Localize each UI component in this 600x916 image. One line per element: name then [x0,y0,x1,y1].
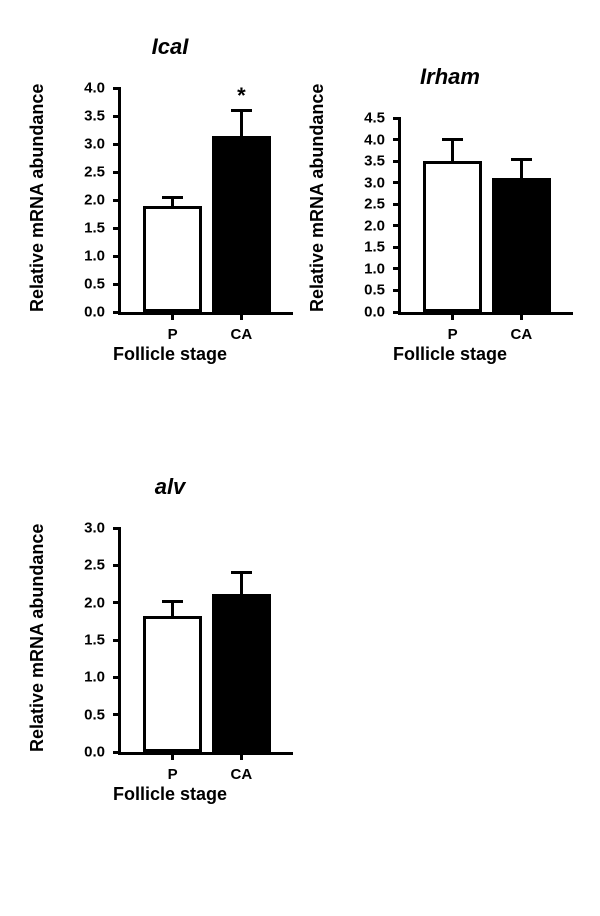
y-tick [113,87,121,90]
bar-CA [212,594,270,752]
y-tick-label: 3.5 [84,108,111,125]
y-tick-label: 2.0 [364,217,391,234]
x-axis-label: Follicle stage [320,344,580,365]
y-tick [393,181,401,184]
plot-area: 0.00.51.01.52.02.53.03.54.04.5PCA [398,118,573,315]
y-tick-label: 1.0 [364,260,391,277]
y-tick-label: 2.0 [84,192,111,209]
y-tick [113,255,121,258]
x-tick-label: CA [231,326,253,343]
errorbar-stem [451,140,454,162]
bar-CA [492,178,550,312]
x-tick [520,312,523,320]
y-tick-label: 0.0 [364,304,391,321]
x-tick [240,312,243,320]
plot-area: 0.00.51.01.52.02.53.0PCA [118,528,293,755]
x-tick-label: P [168,326,178,343]
y-tick [393,203,401,206]
y-tick [393,138,401,141]
x-tick-label: P [168,766,178,783]
y-tick-label: 2.5 [84,557,111,574]
y-tick-label: 4.5 [364,110,391,127]
x-tick [171,752,174,760]
y-tick [113,311,121,314]
y-tick-label: 1.0 [84,669,111,686]
y-tick-label: 1.5 [84,632,111,649]
y-axis-label: Relative mRNA abundance [27,528,48,752]
page-root: IcaI0.00.51.01.52.02.53.03.54.0P*CAFolli… [0,0,600,916]
y-tick-label: 2.5 [364,196,391,213]
errorbar-cap [231,109,251,112]
y-tick-label: 1.0 [84,248,111,265]
bar-P [143,616,201,752]
chart-panel-icaI: IcaI0.00.51.01.52.02.53.03.54.0P*CAFolli… [40,30,300,390]
y-tick [393,289,401,292]
errorbar-cap [162,196,182,199]
errorbar-cap [442,138,462,141]
y-tick [113,283,121,286]
bar-P [143,206,201,312]
chart-title: IcaI [40,34,300,60]
y-tick-label: 0.5 [84,706,111,723]
y-tick-label: 1.5 [84,220,111,237]
y-tick [113,199,121,202]
y-tick [113,601,121,604]
chart-title: Irham [320,64,580,90]
y-tick [393,246,401,249]
x-tick-label: P [448,326,458,343]
x-axis-label: Follicle stage [40,784,300,805]
y-tick [393,224,401,227]
y-tick [393,311,401,314]
bar-CA [212,136,270,312]
plot-area: 0.00.51.01.52.02.53.03.54.0P*CA [118,88,293,315]
y-tick-label: 3.0 [364,174,391,191]
x-tick-label: CA [511,326,533,343]
errorbar-cap [162,600,182,603]
y-tick-label: 0.0 [84,304,111,321]
bar-P [423,161,481,312]
chart-title: alv [40,474,300,500]
y-tick [113,751,121,754]
x-axis-label: Follicle stage [40,344,300,365]
y-tick [113,639,121,642]
y-tick-label: 4.0 [84,80,111,97]
y-tick-label: 2.0 [84,594,111,611]
y-tick-label: 3.0 [84,136,111,153]
y-tick-label: 0.5 [84,276,111,293]
y-tick [393,117,401,120]
y-tick [393,267,401,270]
x-tick [171,312,174,320]
errorbar-stem [171,601,174,616]
y-tick [113,564,121,567]
y-tick [113,143,121,146]
errorbar-cap [231,571,251,574]
y-axis-label: Relative mRNA abundance [307,118,328,312]
y-tick [393,160,401,163]
y-tick [113,171,121,174]
y-tick-label: 3.0 [84,520,111,537]
y-tick [113,227,121,230]
errorbar-stem [240,111,243,136]
chart-panel-Irham: Irham0.00.51.01.52.02.53.03.54.04.5PCAFo… [320,60,580,390]
significance-marker: * [212,83,270,109]
y-tick-label: 0.0 [84,744,111,761]
y-tick-label: 2.5 [84,164,111,181]
y-axis-label: Relative mRNA abundance [27,88,48,312]
errorbar-cap [511,158,531,161]
y-tick-label: 3.5 [364,153,391,170]
y-tick-label: 4.0 [364,131,391,148]
y-tick [113,713,121,716]
x-tick [451,312,454,320]
x-tick [240,752,243,760]
y-tick-label: 1.5 [364,239,391,256]
y-tick [113,115,121,118]
errorbar-stem [240,573,243,594]
y-tick-label: 0.5 [364,282,391,299]
y-tick [113,676,121,679]
y-tick [113,527,121,530]
errorbar-stem [520,160,523,179]
x-tick-label: CA [231,766,253,783]
chart-panel-alv: alv0.00.51.01.52.02.53.0PCAFollicle stag… [40,470,300,830]
